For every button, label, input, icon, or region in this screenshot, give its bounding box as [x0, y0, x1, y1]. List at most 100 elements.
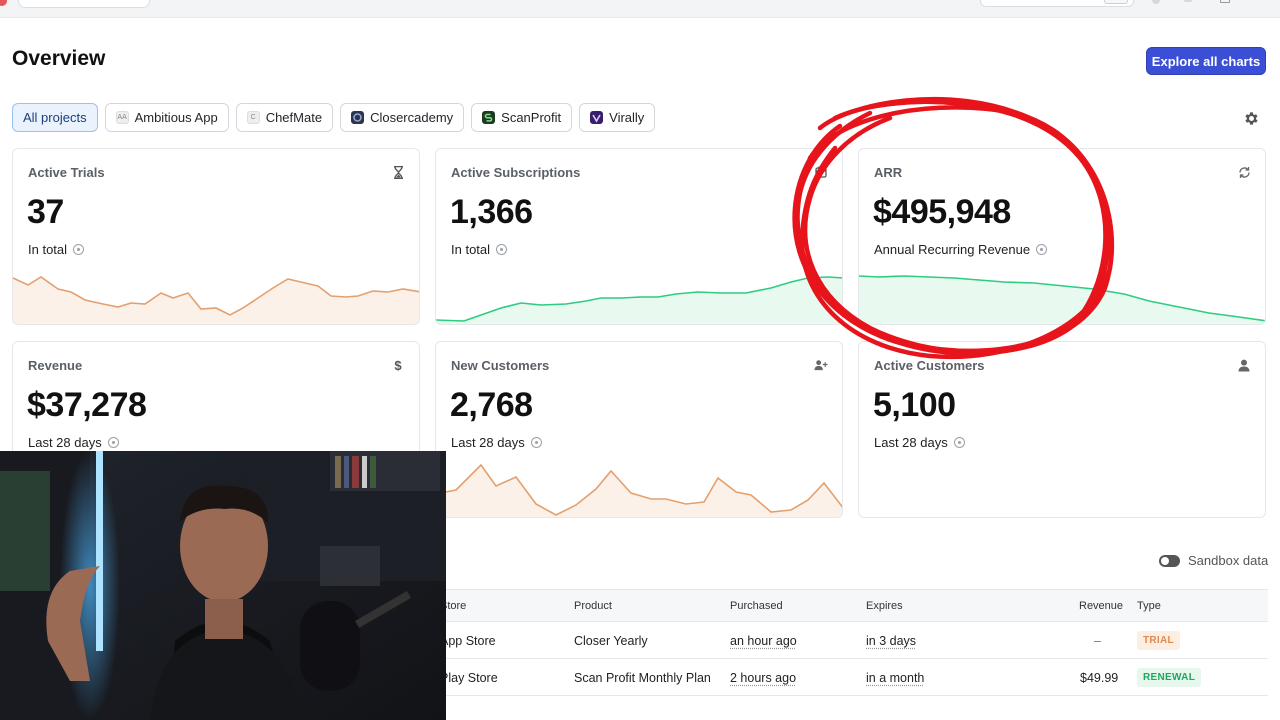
- card-label: Active Trials: [28, 165, 105, 180]
- metric-subtitle-text: In total: [451, 242, 491, 257]
- user-plus-icon: [814, 358, 828, 372]
- metric-value: $37,278: [27, 386, 147, 424]
- metric-subtitle: Last 28 days: [451, 435, 542, 450]
- column-purchased[interactable]: Purchased: [730, 600, 783, 612]
- user-icon: [1237, 358, 1251, 372]
- project-filter-bar: All projects AA Ambitious App C ChefMate C…: [12, 103, 656, 132]
- info-icon[interactable]: [953, 437, 965, 448]
- settings-gear-icon[interactable]: [1243, 110, 1260, 127]
- presenter-video-frame: [0, 451, 446, 720]
- project-chip-virally[interactable]: Virally: [579, 103, 656, 132]
- transactions-table: Store Product Purchased Expires Revenue …: [440, 589, 1268, 696]
- ambitious-app-logo-icon: AA: [115, 111, 129, 124]
- notifications-icon[interactable]: [1184, 0, 1192, 2]
- project-chip-label: All projects: [23, 110, 87, 125]
- column-revenue[interactable]: Revenue: [1079, 600, 1124, 612]
- card-label: ARR: [874, 165, 903, 180]
- project-chip-label: ScanProfit: [501, 110, 562, 125]
- card-label: Active Subscriptions: [451, 165, 581, 180]
- metric-subtitle-text: In total: [28, 242, 68, 257]
- shortcut-hint: [1104, 0, 1128, 4]
- project-chip-label: Virally: [609, 110, 645, 125]
- table-row[interactable]: Play Store Scan Profit Monthly Plan 2 ho…: [440, 659, 1268, 696]
- browser-toolbar: [0, 0, 1280, 18]
- column-type[interactable]: Type: [1137, 600, 1161, 612]
- type-badge: RENEWAL: [1137, 668, 1202, 687]
- info-icon[interactable]: [73, 244, 85, 255]
- info-icon[interactable]: [530, 437, 542, 448]
- active-subscriptions-sparkline: [436, 276, 842, 324]
- project-chip-label: Closercademy: [370, 110, 454, 125]
- page-title: Overview: [12, 47, 106, 70]
- active-customers-card[interactable]: Active Customers 5,100 Last 28 days: [858, 341, 1266, 518]
- metric-value: 2,768: [450, 386, 533, 424]
- project-chip-scanprofit[interactable]: ScanProfit: [471, 103, 573, 132]
- active-trials-sparkline: [13, 276, 419, 324]
- card-label: Active Customers: [874, 358, 985, 373]
- column-expires[interactable]: Expires: [866, 600, 903, 612]
- help-icon[interactable]: [1152, 0, 1160, 4]
- explore-all-charts-button[interactable]: Explore all charts: [1146, 47, 1266, 75]
- metric-value: 1,366: [450, 193, 533, 231]
- active-subscriptions-card[interactable]: Active Subscriptions 1,366 In total: [435, 148, 843, 325]
- metric-subtitle-text: Last 28 days: [451, 435, 525, 450]
- scanprofit-logo-icon: [482, 111, 496, 124]
- refresh-icon: [1237, 165, 1251, 179]
- hourglass-icon: [391, 165, 405, 179]
- cell-purchased: 2 hours ago: [730, 671, 797, 685]
- cell-store: App Store: [440, 634, 496, 648]
- dollar-icon: $: [394, 357, 402, 373]
- closercademy-logo-icon: [351, 111, 365, 124]
- project-chip-chefmate[interactable]: C ChefMate: [235, 103, 334, 132]
- info-icon[interactable]: [1036, 244, 1048, 255]
- type-badge: TRIAL: [1137, 631, 1180, 650]
- project-chip-all[interactable]: All projects: [12, 103, 98, 132]
- project-chip-label: Ambitious App: [134, 110, 218, 125]
- metric-subtitle: Last 28 days: [874, 435, 965, 450]
- metric-subtitle-text: Last 28 days: [28, 435, 102, 450]
- cell-product: Scan Profit Monthly Plan: [574, 671, 711, 685]
- metric-subtitle: In total: [28, 242, 85, 257]
- sandbox-data-toggle[interactable]: Sandbox data: [1159, 553, 1268, 568]
- info-icon[interactable]: [107, 437, 119, 448]
- browser-tab[interactable]: [18, 0, 150, 8]
- project-chip-closercademy[interactable]: Closercademy: [340, 103, 465, 132]
- cell-product: Closer Yearly: [574, 634, 648, 648]
- virally-logo-icon: [590, 111, 604, 124]
- table-row[interactable]: App Store Closer Yearly an hour ago in 3…: [440, 622, 1268, 659]
- metric-subtitle-text: Last 28 days: [874, 435, 948, 450]
- account-icon[interactable]: [1220, 0, 1230, 3]
- toggle-switch[interactable]: [1159, 554, 1180, 567]
- cell-expires: in 3 days: [866, 634, 917, 648]
- chefmate-logo-icon: C: [246, 111, 260, 124]
- column-product[interactable]: Product: [574, 600, 612, 612]
- metric-subtitle-text: Annual Recurring Revenue: [874, 242, 1031, 257]
- cell-revenue: $49.99: [1080, 671, 1119, 685]
- project-chip-label: ChefMate: [265, 110, 323, 125]
- info-icon[interactable]: [496, 244, 508, 255]
- new-customers-sparkline: [436, 463, 842, 517]
- card-label: New Customers: [451, 358, 550, 373]
- metric-subtitle: Last 28 days: [28, 435, 119, 450]
- metric-subtitle: Annual Recurring Revenue: [874, 242, 1048, 257]
- calendar-icon: [814, 165, 828, 179]
- project-chip-ambitious-app[interactable]: AA Ambitious App: [104, 103, 229, 132]
- metric-value: 5,100: [873, 386, 956, 424]
- cell-expires: in a month: [866, 671, 925, 685]
- metric-value: $495,948: [873, 193, 1011, 231]
- arr-card[interactable]: ARR $495,948 Annual Recurring Revenue: [858, 148, 1266, 325]
- metric-value: 37: [27, 193, 64, 231]
- sandbox-data-label: Sandbox data: [1188, 553, 1269, 568]
- table-header: Store Product Purchased Expires Revenue …: [440, 590, 1268, 622]
- metric-subtitle: In total: [451, 242, 508, 257]
- webcam-overlay: [0, 451, 446, 720]
- new-customers-card[interactable]: New Customers 2,768 Last 28 days: [435, 341, 843, 518]
- arr-sparkline: [859, 275, 1265, 324]
- window-close-dot[interactable]: [0, 0, 7, 6]
- active-trials-card[interactable]: Active Trials 37 In total: [12, 148, 420, 325]
- cell-purchased: an hour ago: [730, 634, 797, 648]
- card-label: Revenue: [28, 358, 83, 373]
- column-store[interactable]: Store: [440, 600, 467, 612]
- cell-store: Play Store: [440, 671, 498, 685]
- cell-revenue: –: [1094, 634, 1101, 648]
